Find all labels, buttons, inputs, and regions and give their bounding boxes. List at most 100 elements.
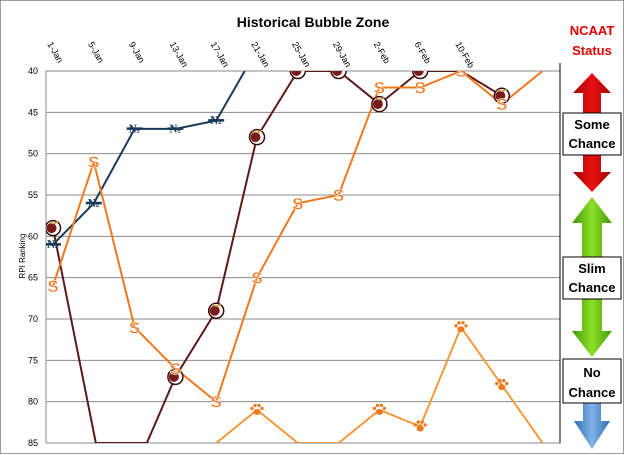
x-tick-label: 10-Feb bbox=[453, 40, 476, 70]
clemson-paw-toe bbox=[502, 378, 506, 383]
florida-state-marker-face bbox=[495, 90, 506, 101]
clemson-paw-toe bbox=[372, 406, 377, 411]
slim-chance-box bbox=[562, 256, 622, 300]
clemson-paw-marker bbox=[253, 408, 261, 415]
florida-state-marker-face bbox=[413, 71, 424, 76]
y-tick-label: 65 bbox=[28, 273, 38, 283]
series-markers-group: S S S S S S S S S S S S bbox=[47, 62, 508, 412]
y-tick-label: 70 bbox=[28, 314, 38, 324]
series-line bbox=[52, 71, 503, 443]
florida-state-marker-face bbox=[168, 371, 179, 382]
no-chance-arrow-icon bbox=[574, 403, 610, 449]
y-axis-label: RPI Ranking bbox=[18, 234, 27, 279]
clemson-paw-toe bbox=[382, 406, 387, 411]
florida-state-marker-feather bbox=[48, 220, 59, 225]
florida-state-marker-face bbox=[291, 71, 302, 76]
no-chance-line1: No bbox=[583, 365, 600, 380]
syracuse-marker: S bbox=[374, 79, 385, 98]
florida-state-marker-face bbox=[372, 99, 383, 110]
plot-border bbox=[45, 70, 561, 444]
clemson-paw-toe bbox=[457, 321, 461, 325]
x-tick-label: 1-Jan bbox=[45, 40, 65, 64]
some-chance-line2: Chance bbox=[569, 136, 616, 151]
x-tick-label: 2-Feb bbox=[372, 40, 392, 65]
syracuse-marker: S bbox=[88, 153, 99, 172]
y-tick-label: 80 bbox=[28, 397, 38, 407]
x-tick-labels: 1-Jan 5-Jan 9-Jan 13-Jan 17-Jan 21-Jan 25-Jan 2… bbox=[45, 40, 476, 70]
clemson-paw-toe bbox=[375, 403, 380, 408]
some-chance-line1: Some bbox=[574, 117, 609, 132]
chart-title: Historical Bubble Zone bbox=[237, 14, 390, 30]
some-chance-arrow-icon bbox=[573, 73, 611, 192]
series-line bbox=[215, 326, 544, 443]
y-tick-label: 55 bbox=[28, 190, 38, 200]
clemson-paw-toe bbox=[495, 381, 499, 386]
x-tick-label: 21-Jan bbox=[249, 40, 271, 69]
slim-chance-line2: Chance bbox=[569, 280, 616, 295]
clemson-paw-toe bbox=[416, 420, 420, 424]
florida-state-marker-face bbox=[332, 71, 343, 76]
syracuse-marker: S bbox=[292, 194, 303, 213]
y-tick-label: 85 bbox=[28, 438, 38, 448]
grid-lines bbox=[45, 70, 561, 444]
florida-state-marker-feather bbox=[252, 129, 263, 134]
clemson-paw-toe bbox=[505, 381, 509, 386]
clemson-paw-marker bbox=[375, 408, 383, 415]
syracuse-marker: S bbox=[496, 95, 507, 114]
y-tick-label: 40 bbox=[28, 66, 38, 76]
x-tick-label: 5-Jan bbox=[86, 40, 106, 64]
syracuse-marker: S bbox=[129, 318, 140, 337]
clemson-paw-marker bbox=[457, 326, 465, 333]
syracuse-marker: S bbox=[170, 360, 181, 379]
clemson-paw-toe bbox=[379, 403, 384, 408]
x-tick-label: 25-Jan bbox=[290, 40, 312, 69]
notre-dame-marker-bar bbox=[85, 201, 102, 205]
syracuse-marker: S bbox=[415, 79, 426, 98]
slim-chance-line1: Slim bbox=[578, 261, 605, 276]
series-line bbox=[52, 71, 246, 246]
clemson-paw-toe bbox=[461, 321, 465, 325]
syracuse-marker: S bbox=[47, 277, 58, 296]
x-tick-label: 13-Jan bbox=[168, 40, 190, 69]
florida-state-marker-face bbox=[46, 223, 57, 234]
notre-dame-marker-bar bbox=[167, 127, 184, 130]
notre-dame-marker-bar bbox=[208, 119, 225, 122]
clemson-paw-toe bbox=[413, 423, 417, 427]
clemson-paw-toe bbox=[498, 378, 502, 383]
clemson-paw-marker bbox=[498, 384, 506, 391]
clemson-paw-toe bbox=[260, 406, 264, 411]
clemson-paw-toe bbox=[253, 403, 257, 408]
no-chance-box bbox=[562, 358, 622, 404]
some-chance-box bbox=[562, 112, 622, 156]
syracuse-marker: S bbox=[455, 62, 466, 81]
status-title-line2: Status bbox=[572, 43, 612, 58]
series-markers-group bbox=[250, 321, 509, 432]
x-tick-label: 6-Feb bbox=[412, 40, 432, 65]
ncaat-status-panel: NCAAT Status Some Chance Slim Chance bbox=[562, 23, 622, 449]
series-lines bbox=[52, 71, 544, 443]
clemson-paw-toe bbox=[420, 420, 424, 424]
series-line bbox=[52, 71, 544, 403]
slim-chance-arrow-icon bbox=[572, 197, 612, 357]
syracuse-marker: S bbox=[251, 269, 262, 288]
florida-state-marker-feather bbox=[211, 303, 222, 307]
x-tick-label: 17-Jan bbox=[208, 40, 230, 69]
florida-state-marker-face bbox=[250, 132, 261, 143]
clemson-paw-marker bbox=[416, 425, 424, 432]
series-markers-group bbox=[46, 71, 511, 386]
florida-state-marker-feather bbox=[497, 88, 508, 92]
no-chance-line2: Chance bbox=[569, 385, 616, 400]
florida-state-marker-feather bbox=[375, 96, 385, 101]
notre-dame-marker-bar bbox=[46, 243, 61, 246]
y-tick-label: 45 bbox=[28, 107, 38, 117]
clemson-paw-toe bbox=[423, 423, 427, 427]
syracuse-marker: S bbox=[333, 186, 344, 205]
status-title-line1: NCAAT bbox=[570, 23, 615, 38]
x-tick-label: 29-Jan bbox=[331, 40, 353, 69]
y-tick-labels: 40 45 50 55 60 65 70 75 80 85 bbox=[28, 66, 38, 448]
